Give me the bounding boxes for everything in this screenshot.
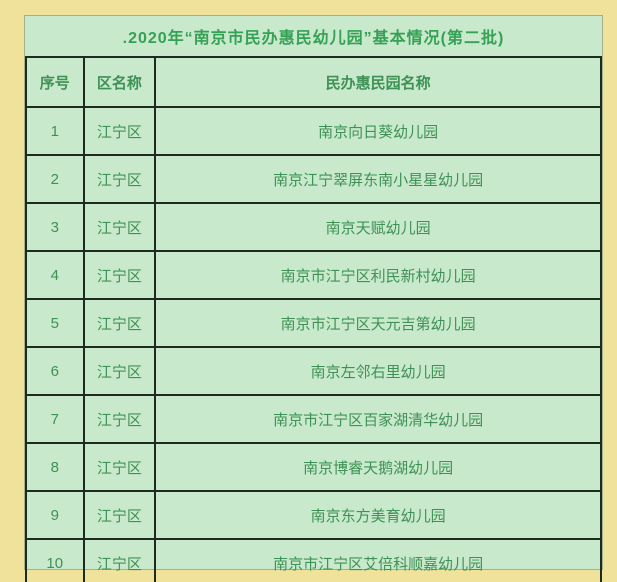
cell-district-name: 江宁区 [82, 538, 157, 582]
cell-serial-number: 7 [25, 394, 85, 444]
table-row: 4 江宁区 南京市江宁区利民新村幼儿园 [25, 250, 602, 300]
cell-serial-number: 9 [25, 490, 85, 540]
table-row: 9 江宁区 南京东方美育幼儿园 [25, 490, 602, 540]
cell-serial-number: 4 [25, 250, 85, 300]
cell-district-name: 江宁区 [82, 346, 157, 396]
table-row: 5 江宁区 南京市江宁区天元吉第幼儿园 [25, 298, 602, 348]
cell-serial-number: 1 [25, 106, 85, 156]
cell-district-name: 江宁区 [82, 250, 157, 300]
cell-serial-number: 10 [25, 538, 85, 582]
cell-district-name: 江宁区 [82, 490, 157, 540]
header-district-name: 区名称 [82, 56, 157, 108]
cell-serial-number: 8 [25, 442, 85, 492]
table-title-row: .2020年“南京市民办惠民幼儿园”基本情况(第二批) [25, 16, 602, 56]
table-row: 10 江宁区 南京市江宁区艾倍科顺嘉幼儿园 [25, 538, 602, 582]
cell-kindergarten-name: 南京市江宁区艾倍科顺嘉幼儿园 [154, 538, 602, 582]
cell-kindergarten-name: 南京博睿天鹅湖幼儿园 [154, 442, 602, 492]
cell-district-name: 江宁区 [82, 154, 157, 204]
cell-serial-number: 6 [25, 346, 85, 396]
cell-kindergarten-name: 南京向日葵幼儿园 [154, 106, 602, 156]
cell-serial-number: 3 [25, 202, 85, 252]
cell-district-name: 江宁区 [82, 442, 157, 492]
table-row: 6 江宁区 南京左邻右里幼儿园 [25, 346, 602, 396]
cell-kindergarten-name: 南京江宁翠屏东南小星星幼儿园 [154, 154, 602, 204]
table-row: 2 江宁区 南京江宁翠屏东南小星星幼儿园 [25, 154, 602, 204]
table-panel: .2020年“南京市民办惠民幼儿园”基本情况(第二批) 序号 区名称 民办惠民园… [24, 15, 603, 582]
header-row: 序号 区名称 民办惠民园名称 [25, 56, 602, 108]
cell-district-name: 江宁区 [82, 106, 157, 156]
cell-kindergarten-name: 南京市江宁区利民新村幼儿园 [154, 250, 602, 300]
table-row: 3 江宁区 南京天赋幼儿园 [25, 202, 602, 252]
cell-kindergarten-name: 南京天赋幼儿园 [154, 202, 602, 252]
cell-serial-number: 2 [25, 154, 85, 204]
cell-kindergarten-name: 南京市江宁区百家湖清华幼儿园 [154, 394, 602, 444]
table-row: 8 江宁区 南京博睿天鹅湖幼儿园 [25, 442, 602, 492]
cell-district-name: 江宁区 [82, 202, 157, 252]
cell-kindergarten-name: 南京市江宁区天元吉第幼儿园 [154, 298, 602, 348]
cell-kindergarten-name: 南京东方美育幼儿园 [154, 490, 602, 540]
cell-district-name: 江宁区 [82, 298, 157, 348]
header-serial-number: 序号 [25, 56, 85, 108]
kindergarten-table: 序号 区名称 民办惠民园名称 1 江宁区 南京向日葵幼儿园 2 江宁区 南京江宁… [25, 56, 602, 582]
table-title: .2020年“南京市民办惠民幼儿园”基本情况(第二批) [122, 30, 505, 47]
header-kindergarten-name: 民办惠民园名称 [154, 56, 602, 108]
table-row: 1 江宁区 南京向日葵幼儿园 [25, 106, 602, 156]
table-row: 7 江宁区 南京市江宁区百家湖清华幼儿园 [25, 394, 602, 444]
cell-serial-number: 5 [25, 298, 85, 348]
cell-kindergarten-name: 南京左邻右里幼儿园 [154, 346, 602, 396]
cell-district-name: 江宁区 [82, 394, 157, 444]
table-body: 1 江宁区 南京向日葵幼儿园 2 江宁区 南京江宁翠屏东南小星星幼儿园 3 江宁… [25, 106, 602, 582]
